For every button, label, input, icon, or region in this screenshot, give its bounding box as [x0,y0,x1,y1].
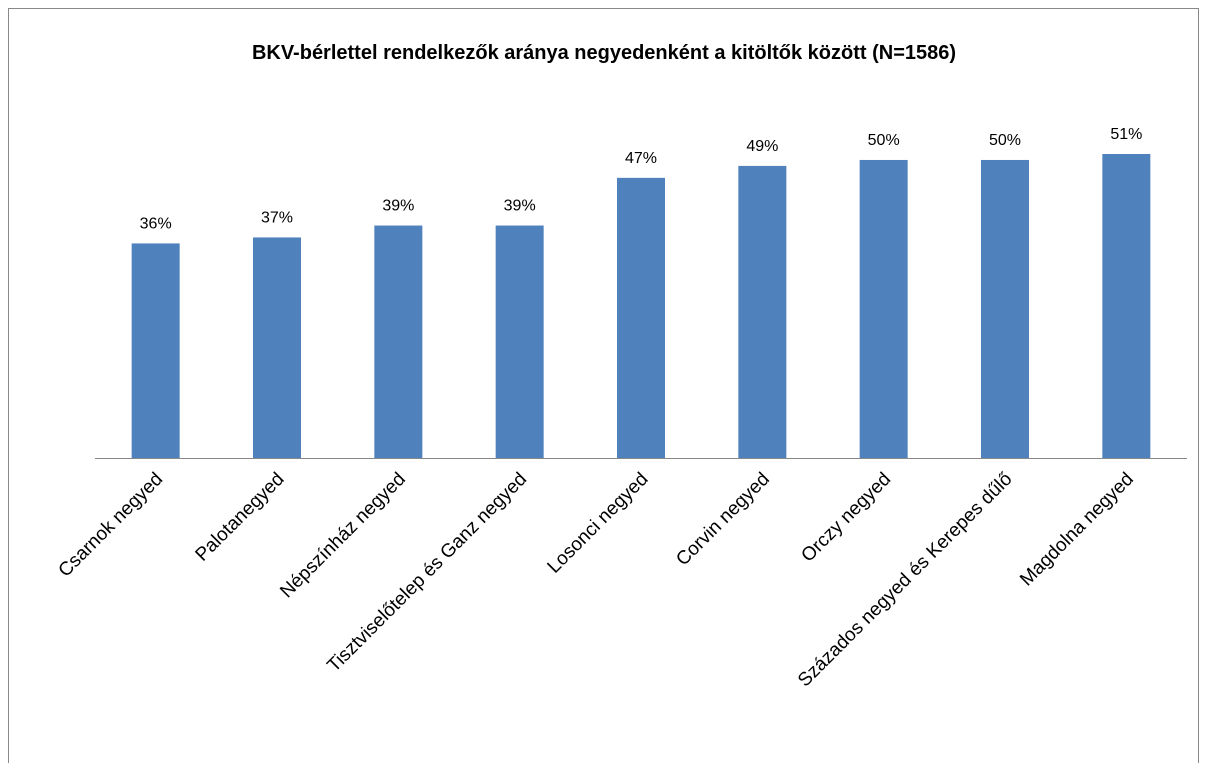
bar [617,177,665,458]
bar [253,237,301,458]
value-label: 49% [746,138,778,155]
value-label: 50% [868,132,900,149]
bar [859,159,908,458]
value-label: 50% [989,132,1021,149]
chart-title: BKV-bérlettel rendelkezők aránya negyede… [252,42,956,64]
bar [738,165,787,458]
value-label: 39% [382,198,414,215]
bar [981,159,1029,458]
bar [374,225,423,458]
value-label: 39% [504,198,536,215]
value-label: 51% [1110,126,1142,143]
value-label: 37% [261,209,293,226]
bar [495,225,544,458]
bar [1102,154,1151,458]
value-label: 36% [140,215,172,232]
value-label: 47% [625,150,657,167]
bar [131,243,180,458]
